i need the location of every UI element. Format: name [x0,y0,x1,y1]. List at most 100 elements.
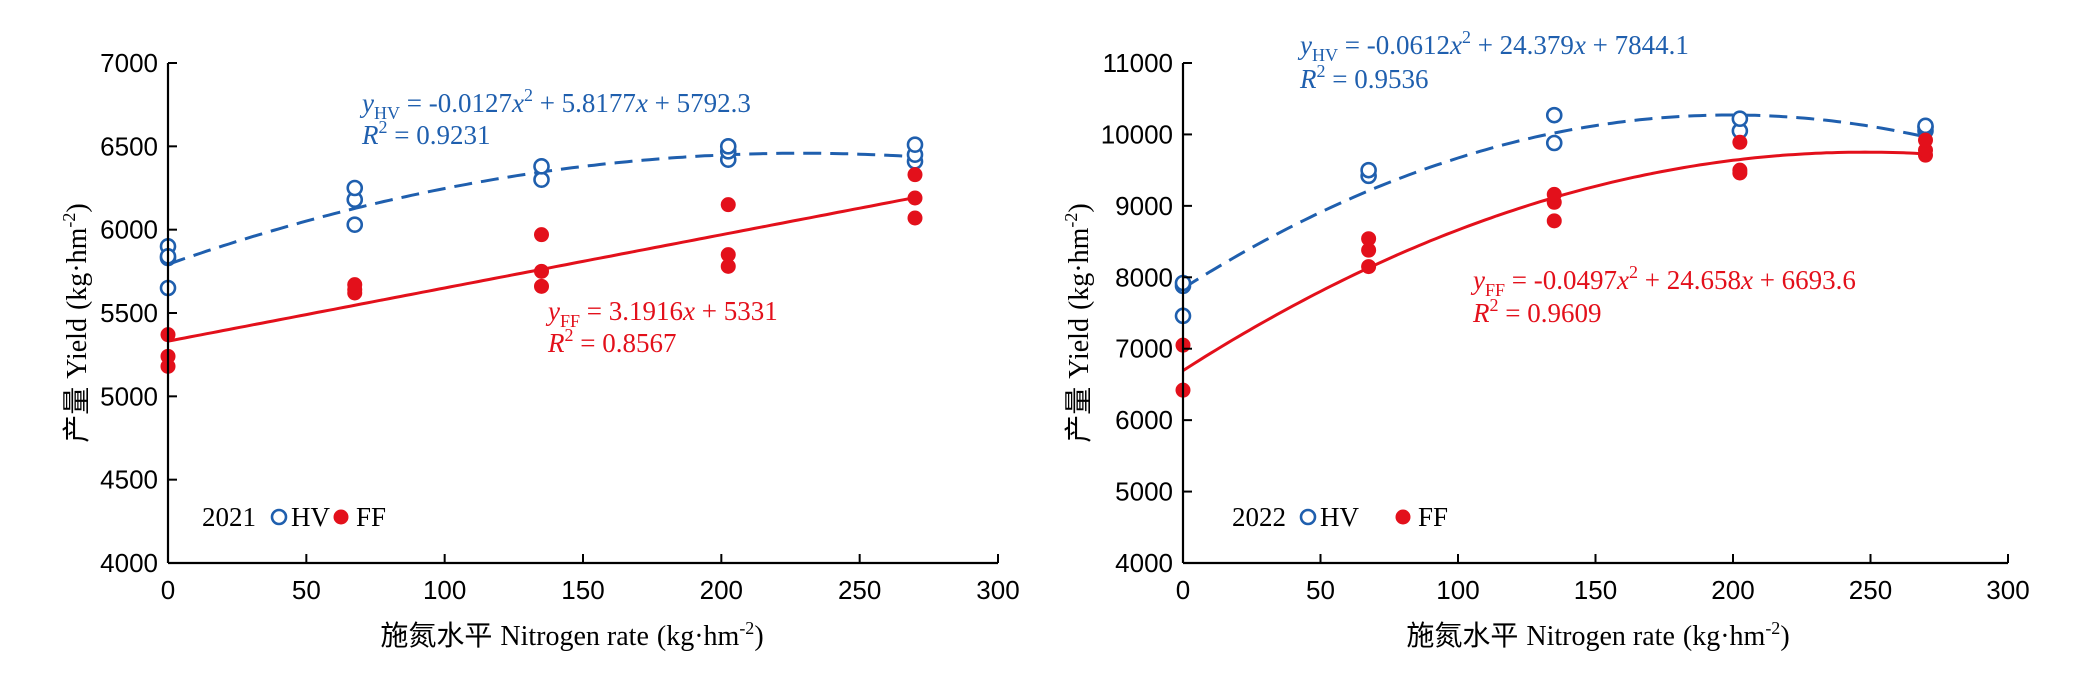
y-axis-title: 产量 Yield (kg·hm-2) [1061,203,1095,442]
legend-hv-label: HV [1320,502,1359,532]
x-axis-title: 施氮水平 Nitrogen rate (kg·hm-2) [1406,618,1789,652]
hv-r2: R2 = 0.9536 [1299,61,1428,94]
x-tick-label: 50 [292,575,321,605]
x-tick-label: 0 [161,575,175,605]
r2-r: R [547,328,565,358]
eq-part3: + 7844.1 [1586,30,1689,60]
eq-part2: + 24.379 [1471,30,1574,60]
y-tick-label: 4000 [1115,548,1173,578]
eq-sub: HV [1312,45,1338,65]
legend-ff-label: FF [356,502,386,532]
ff-point [1361,259,1377,275]
y-tick-label: 5000 [1115,477,1173,507]
eq-x2: x [635,88,648,118]
x-title-unit: (kg·hm [1683,621,1766,652]
x-title-unit-end: ) [754,621,763,652]
legend: 2022 HV FF [1232,502,1448,532]
ff-point [1732,162,1748,178]
ff-point [907,210,923,226]
y-title-en: Yield [62,318,93,379]
legend-year: 2021 [202,502,256,532]
y-tick-label: 6500 [100,131,158,161]
eq-y: y [1297,30,1312,60]
x-tick-label: 50 [1306,575,1335,605]
eq-part3: + 6693.6 [1753,265,1856,295]
y-tick-label: 11000 [1103,48,1173,78]
legend-ff-label: FF [1418,502,1448,532]
legend-ff-marker [1395,509,1411,525]
x-title-cn: 施氮水平 [1406,620,1518,652]
x-tick-label: 300 [1986,575,2029,605]
eq-sup: 2 [1462,27,1471,47]
eq-part2: + 24.658 [1638,265,1741,295]
legend-ff-marker [333,509,349,525]
x-tick-label: 250 [1849,575,1892,605]
hv-point [1917,117,1934,135]
ff-point [347,277,363,293]
eq-part1: = -0.0127 [400,88,512,118]
hv-equation: yHV = -0.0127x2 + 5.8177x + 5792.3 [359,85,751,123]
ff-equation: yFF = 3.1916x + 5331 [545,296,778,331]
y-tick-label: 5000 [100,381,158,411]
ff-point [534,227,549,243]
hv-point [346,179,364,197]
chart-2022: 0 50 100 150 200 250 300 4000 5000 6000 7000 8000 90… [1061,27,2030,652]
eq-y: y [545,296,560,326]
y-tick-label: 6000 [100,215,158,245]
r2-value: = 0.9536 [1326,64,1429,94]
eq-sub: FF [1485,280,1505,300]
x-tick-label: 150 [561,575,604,605]
y-tick-label: 4500 [100,465,158,495]
ff-r2: R2 = 0.8567 [547,325,676,358]
r2-value: = 0.8567 [574,328,677,358]
legend-year: 2022 [1232,502,1286,532]
ff-point [1546,186,1562,202]
hv-equation: yHV = -0.0612x2 + 24.379x + 7844.1 [1297,27,1689,65]
hv-point [906,136,924,153]
x-tick-label: 200 [1711,575,1754,605]
x-title-unit-end: ) [1780,621,1789,652]
eq-part3: + 5792.3 [648,88,751,118]
x-title-sup: -2 [1765,618,1780,638]
ff-point [907,190,923,206]
eq-y: y [359,88,374,118]
eq-y: y [1470,265,1485,295]
y-tick-label: 9000 [1115,191,1173,221]
legend-hv-label: HV [291,502,330,532]
y-axis-title: 产量 Yield (kg·hm-2) [59,203,93,442]
y-title-unit: (kg·hm [1064,227,1095,310]
x-title-en: Nitrogen rate [500,621,649,652]
legend: 2021 HV FF [202,502,386,532]
y-title-sup: -2 [1061,213,1081,228]
eq-sup: 2 [524,85,533,105]
y-title-sup: -2 [59,213,79,228]
hv-point [1545,106,1563,124]
ff-point [1732,134,1748,150]
eq-x2: x [1573,30,1586,60]
hv-fit-curve [1182,113,1926,290]
eq-sub: FF [560,311,580,331]
ff-r2: R2 = 0.9609 [1472,295,1601,328]
x-tick-label: 200 [700,575,743,605]
ff-point [534,278,549,294]
hv-point [533,171,550,188]
ff-point [720,197,736,213]
hv-point [1545,134,1563,152]
r2-value: = 0.9231 [388,120,491,150]
r2-sup: 2 [1317,61,1326,81]
legend-hv-marker [270,508,288,526]
eq-part2: + 5331 [695,296,778,326]
eq-x1: x [1616,265,1629,295]
y-title-en: Yield [1064,318,1095,379]
hv-point [1360,161,1377,179]
y-tick-label: 7000 [1115,334,1173,364]
eq-x1: x [682,296,695,326]
ff-fit-curve [1182,150,1926,372]
x-tick-label: 100 [423,575,466,605]
y-tick-label: 8000 [1115,262,1173,292]
ff-point [907,167,923,183]
ff-point [1546,213,1562,229]
y-title-unit: (kg·hm [62,227,93,310]
ff-point [534,263,549,279]
